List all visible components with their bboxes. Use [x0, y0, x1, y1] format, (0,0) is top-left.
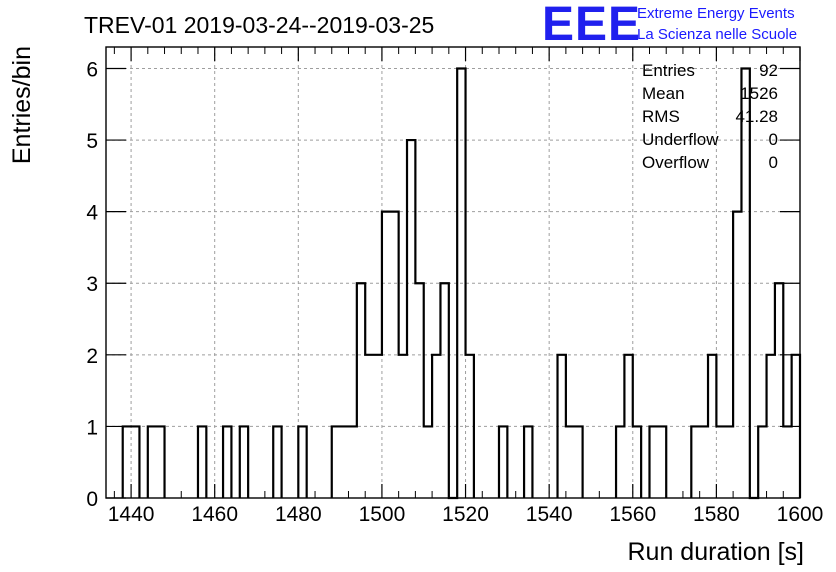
stat-value: 41.28 [735, 107, 778, 126]
histogram-bin [424, 426, 432, 498]
histogram-bin [365, 355, 382, 498]
stat-label: Entries [642, 61, 695, 80]
histogram-bin [357, 283, 365, 498]
x-tick-label: 1440 [108, 503, 155, 526]
stat-value: 92 [759, 61, 778, 80]
histogram-bin [633, 426, 641, 498]
stat-value: 1526 [740, 84, 778, 103]
y-tick-label: 2 [86, 345, 98, 368]
logo-line-2: La Scienza nelle Scuole [637, 26, 797, 43]
x-tick-label: 1560 [609, 503, 656, 526]
x-tick-label: 1460 [191, 503, 238, 526]
histogram-bin [223, 426, 231, 498]
histogram-bin [758, 426, 766, 498]
grid-lines [106, 47, 801, 498]
logo-line-1: Extreme Energy Events [637, 5, 795, 22]
stat-value: 0 [769, 130, 778, 149]
histogram-bin [332, 426, 357, 498]
histogram-bin [691, 426, 708, 498]
histogram-bin [273, 426, 281, 498]
histogram-bin [499, 426, 507, 498]
histogram-bin [298, 426, 306, 498]
histogram-bin [616, 426, 624, 498]
histogram-bin [407, 140, 415, 498]
histogram-bin [198, 426, 206, 498]
x-tick-label: 1600 [777, 503, 824, 526]
histogram-bin [415, 283, 423, 498]
y-tick-label: 6 [86, 58, 98, 81]
histogram-bin [440, 283, 448, 498]
stat-value: 0 [769, 153, 778, 172]
y-tick-label: 0 [86, 488, 98, 511]
histogram-bin [566, 426, 583, 498]
x-axis-title: Run duration [s] [628, 538, 805, 566]
eee-logo: EEE Extreme Energy Events La Scienza nel… [542, 0, 797, 51]
histogram-bin [649, 426, 666, 498]
x-tick-label: 1500 [359, 503, 406, 526]
histogram-bin [775, 283, 783, 498]
x-tick-label: 1520 [442, 503, 489, 526]
y-tick-label: 5 [86, 130, 98, 153]
axis-ticks: 1440 1460 1480 1500 1520 1540 1560 1580 1600 0 1 2 3… [86, 47, 823, 526]
stat-label: RMS [642, 107, 680, 126]
logo-mark: EEE [542, 0, 641, 51]
histogram-bin [148, 426, 165, 498]
stat-label: Overflow [642, 153, 710, 172]
histogram-bin [783, 426, 791, 498]
x-tick-label: 1580 [693, 503, 740, 526]
stat-label: Mean [642, 84, 685, 103]
y-tick-label: 4 [86, 202, 98, 225]
chart-title: TREV-01 2019-03-24--2019-03-25 [84, 12, 434, 38]
histogram-bin [240, 426, 248, 498]
plot-frame [105, 46, 801, 499]
histogram-outline [121, 67, 802, 500]
histogram-bin [524, 426, 532, 498]
y-tick-label: 3 [86, 273, 98, 296]
stat-label: Underflow [642, 130, 719, 149]
y-axis-title: Entries/bin [8, 46, 36, 164]
x-tick-label: 1480 [275, 503, 322, 526]
y-tick-label: 1 [86, 416, 98, 439]
x-tick-label: 1540 [526, 503, 573, 526]
histogram-bin [716, 426, 733, 498]
stats-box: Entries 92 Mean 1526 RMS 41.28 Underflow 0 Overf… [642, 61, 778, 172]
